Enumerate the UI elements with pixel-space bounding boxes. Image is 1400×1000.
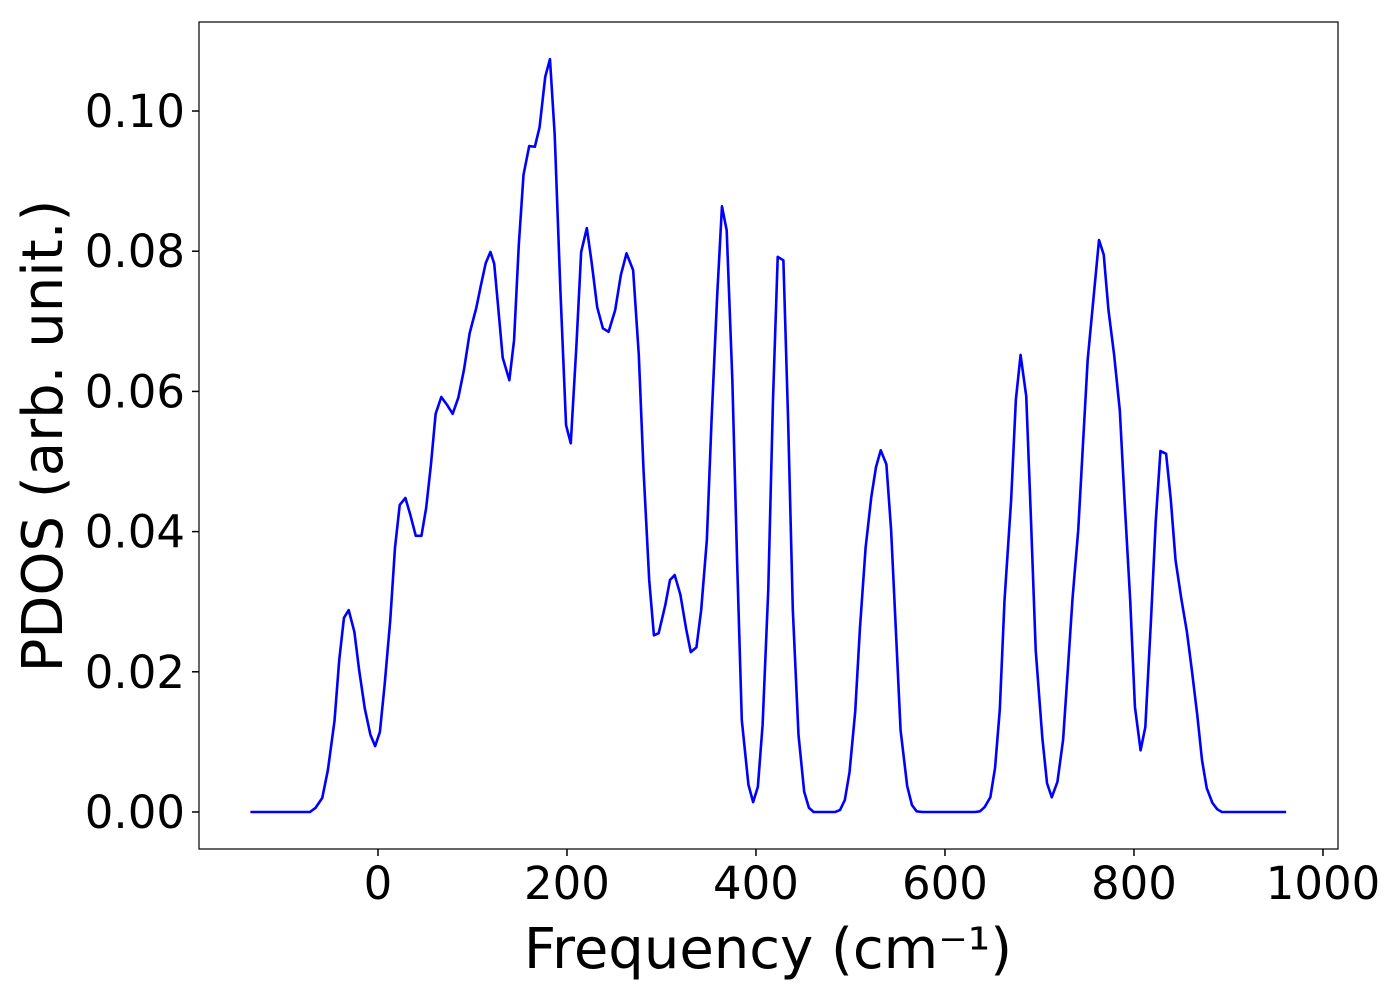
x-tick-label: 200 — [524, 857, 610, 910]
y-tick-label: 0.00 — [85, 786, 185, 839]
x-tick-label: 1000 — [1266, 857, 1381, 910]
x-tick-label: 0 — [364, 857, 393, 910]
y-tick-label: 0.08 — [85, 225, 185, 278]
y-axis-label: PDOS (arb. unit.) — [11, 200, 76, 673]
y-tick-label: 0.02 — [85, 646, 185, 699]
x-axis-label: Frequency (cm⁻¹) — [524, 917, 1012, 982]
y-tick-label: 0.10 — [85, 85, 185, 138]
x-tick-label: 600 — [902, 857, 988, 910]
x-tick-label: 400 — [713, 857, 799, 910]
y-tick-label: 0.06 — [85, 365, 185, 418]
plot-frame — [198, 21, 1339, 850]
x-tick-label: 800 — [1091, 857, 1177, 910]
y-tick-label: 0.04 — [85, 506, 185, 559]
data-line — [250, 57, 1287, 814]
